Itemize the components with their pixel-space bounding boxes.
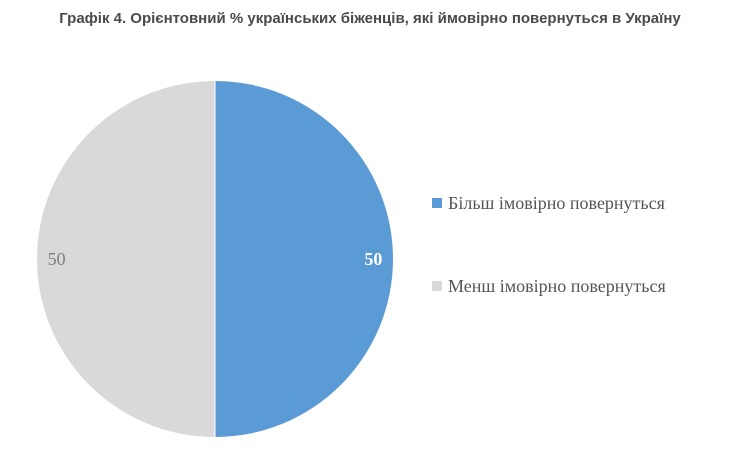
chart-title: Графік 4. Орієнтовний % українських біже… (59, 10, 681, 27)
legend-swatch-more-likely (432, 198, 442, 208)
legend-label-more-likely: Більш імовірно повернуться (448, 192, 665, 213)
legend-label-less-likely: Менш імовірно повернуться (448, 275, 666, 296)
pie-slice-more-likely (215, 81, 393, 437)
chart-legend: Більш імовірно повернуться Менш імовірно… (432, 190, 666, 356)
legend-item-less-likely: Менш імовірно повернуться (432, 273, 666, 299)
legend-item-more-likely: Більш імовірно повернуться (432, 190, 666, 216)
pie-slice-less-likely (37, 81, 215, 437)
legend-swatch-less-likely (432, 281, 442, 291)
data-label-more-likely: 50 (364, 249, 382, 269)
data-label-less-likely: 50 (48, 249, 66, 269)
